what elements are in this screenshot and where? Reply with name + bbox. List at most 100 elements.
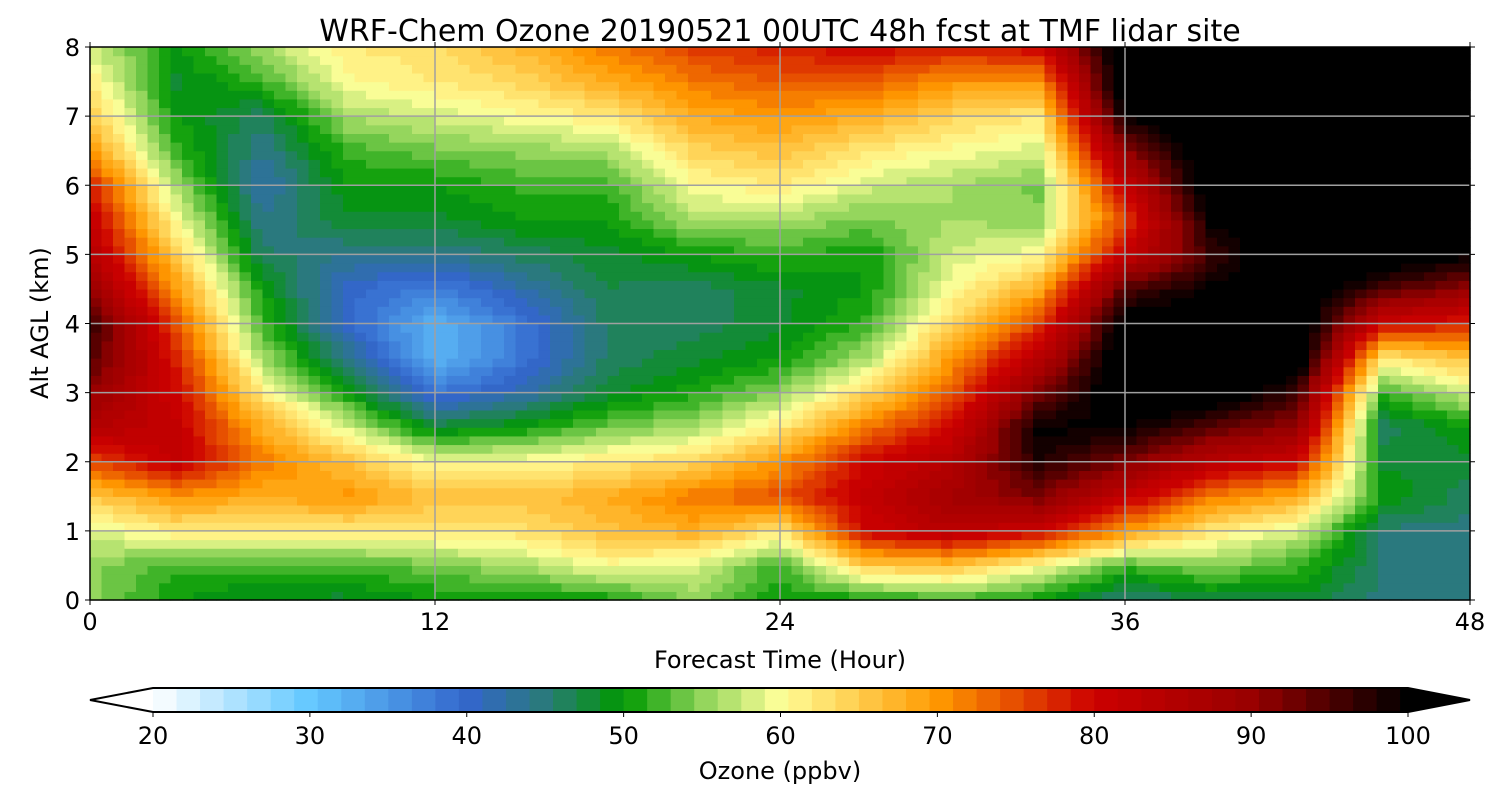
heatmap-cell	[596, 444, 609, 454]
heatmap-cell	[964, 383, 977, 394]
heatmap-cell	[251, 176, 264, 186]
heatmap-cell	[676, 470, 689, 480]
heatmap-cell	[791, 487, 804, 497]
heatmap-cell	[377, 591, 390, 601]
heatmap-cell	[699, 271, 712, 281]
heatmap-cell	[297, 574, 310, 584]
heatmap-cell	[607, 332, 620, 342]
heatmap-cell	[239, 133, 252, 143]
heatmap-cell	[216, 124, 229, 135]
heatmap-cell	[400, 263, 413, 273]
heatmap-cell	[757, 470, 770, 480]
heatmap-cell	[791, 98, 804, 109]
heatmap-cell	[803, 435, 816, 446]
heatmap-cell	[331, 314, 344, 325]
heatmap-cell	[584, 366, 597, 376]
heatmap-cell	[147, 461, 160, 471]
heatmap-cell	[642, 72, 655, 83]
heatmap-cell	[561, 176, 574, 186]
heatmap-cell	[285, 55, 298, 65]
heatmap-cell	[791, 358, 804, 368]
heatmap-cell	[780, 64, 793, 74]
heatmap-cell	[113, 271, 126, 281]
heatmap-cell	[182, 72, 195, 83]
heatmap-cell	[734, 81, 747, 91]
heatmap-cell	[170, 245, 183, 255]
heatmap-cell	[837, 72, 850, 83]
heatmap-cell	[297, 530, 310, 541]
heatmap-cell	[630, 401, 643, 411]
heatmap-cell	[757, 245, 770, 255]
heatmap-cell	[239, 237, 252, 247]
heatmap-cell	[745, 81, 758, 91]
heatmap-cell	[814, 591, 827, 601]
heatmap-cell	[343, 470, 356, 480]
heatmap-cell	[504, 401, 517, 411]
heatmap-cell	[262, 418, 275, 428]
heatmap-cell	[492, 314, 505, 325]
heatmap-cell	[734, 496, 747, 506]
heatmap-cell	[515, 349, 528, 359]
heatmap-cell	[573, 271, 586, 281]
heatmap-cell	[573, 72, 586, 83]
heatmap-cell	[458, 150, 471, 160]
heatmap-cell	[435, 64, 448, 74]
heatmap-cell	[872, 479, 885, 489]
heatmap-cell	[251, 219, 264, 230]
heatmap-cell	[906, 401, 919, 411]
heatmap-cell	[964, 479, 977, 489]
heatmap-cell	[745, 358, 758, 368]
heatmap-cell	[228, 314, 241, 325]
heatmap-cell	[688, 219, 701, 230]
heatmap-cell	[941, 349, 954, 359]
heatmap-cell	[676, 366, 689, 376]
heatmap-cell	[860, 522, 873, 532]
heatmap-cell	[170, 332, 183, 342]
heatmap-cell	[285, 263, 298, 273]
heatmap-cell	[929, 349, 942, 359]
heatmap-cell	[113, 392, 126, 402]
heatmap-cell	[975, 150, 988, 160]
heatmap-cell	[285, 72, 298, 83]
heatmap-cell	[665, 470, 678, 480]
heatmap-cell	[550, 90, 563, 100]
heatmap-cell	[665, 90, 678, 100]
heatmap-cell	[170, 366, 183, 376]
heatmap-cell	[136, 513, 149, 523]
heatmap-cell	[331, 556, 344, 567]
heatmap-cell	[147, 565, 160, 575]
heatmap-cell	[205, 55, 218, 65]
heatmap-cell	[423, 556, 436, 567]
heatmap-cell	[550, 211, 563, 221]
heatmap-cell	[320, 453, 333, 463]
heatmap-cell	[182, 55, 195, 65]
heatmap-cell	[711, 245, 724, 255]
heatmap-cell	[423, 150, 436, 160]
heatmap-cell	[239, 539, 252, 549]
heatmap-cell	[101, 202, 114, 212]
heatmap-cell	[987, 582, 1000, 592]
heatmap-cell	[320, 288, 333, 299]
heatmap-cell	[343, 159, 356, 169]
heatmap-cell	[228, 574, 241, 584]
heatmap-cell	[607, 504, 620, 515]
heatmap-cell	[423, 297, 436, 307]
heatmap-cell	[366, 496, 379, 506]
heatmap-cell	[550, 124, 563, 135]
heatmap-cell	[619, 409, 632, 420]
heatmap-cell	[101, 124, 114, 135]
heatmap-cell	[918, 539, 931, 549]
heatmap-cell	[814, 504, 827, 515]
heatmap-cell	[860, 496, 873, 506]
heatmap-cell	[538, 435, 551, 446]
heatmap-cell	[113, 487, 126, 497]
heatmap-cell	[343, 202, 356, 212]
heatmap-cell	[492, 185, 505, 195]
heatmap-cell	[975, 90, 988, 100]
heatmap-cell	[791, 556, 804, 567]
heatmap-cell	[757, 332, 770, 342]
heatmap-cell	[791, 513, 804, 523]
heatmap-cell	[182, 409, 195, 420]
heatmap-cell	[515, 479, 528, 489]
heatmap-cell	[354, 383, 367, 394]
